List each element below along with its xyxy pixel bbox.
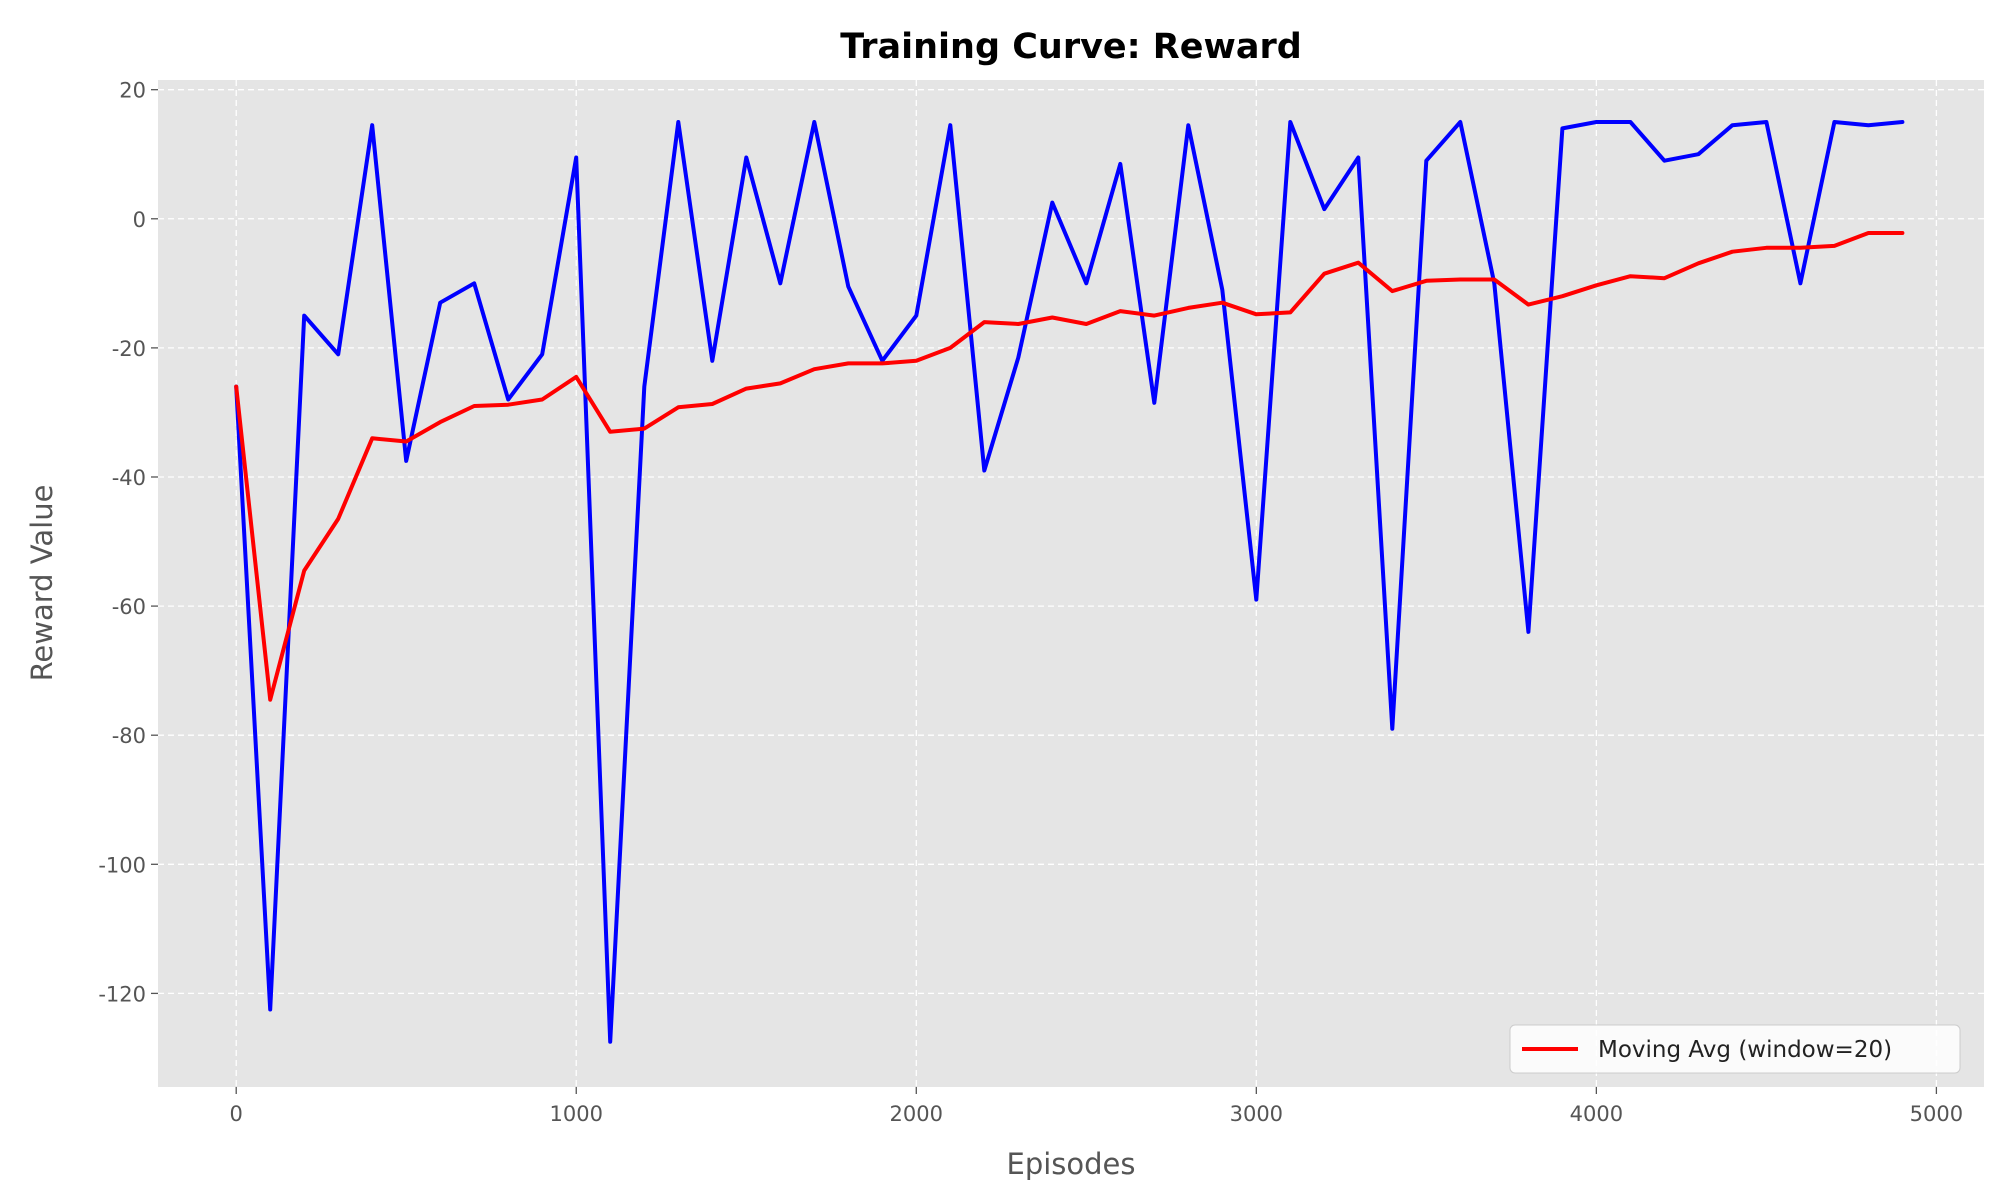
y-tick-label: -40 bbox=[112, 466, 146, 490]
legend: Moving Avg (window=20) bbox=[1509, 1024, 1961, 1074]
y-tick-label: 20 bbox=[119, 79, 146, 103]
y-tick-label: -100 bbox=[98, 853, 146, 877]
x-axis-label: Episodes bbox=[1007, 1147, 1136, 1181]
y-axis-label: Reward Value bbox=[25, 485, 59, 682]
y-tick-label: -120 bbox=[98, 982, 146, 1006]
axis-ticks: 0 1000 2000 3000 4000 5000 -120 -100 -80 -60 -40 -2… bbox=[98, 79, 1963, 1126]
y-tick-label: -20 bbox=[112, 337, 146, 361]
series-layer bbox=[234, 120, 1905, 1044]
x-tick-label: 1000 bbox=[550, 1102, 603, 1126]
x-tick-label: 0 bbox=[230, 1102, 243, 1126]
x-tick-label: 2000 bbox=[890, 1102, 943, 1126]
series-line-reward bbox=[234, 120, 1905, 1044]
y-tick-label: 0 bbox=[133, 208, 146, 232]
x-tick-label: 3000 bbox=[1230, 1102, 1283, 1126]
plot-background bbox=[158, 80, 1984, 1087]
legend-label-moving-avg: Moving Avg (window=20) bbox=[1598, 1037, 1892, 1063]
y-tick-label: -60 bbox=[112, 595, 146, 619]
x-tick-label: 5000 bbox=[1910, 1102, 1963, 1126]
legend-box bbox=[1509, 1024, 1961, 1074]
chart-title: Training Curve: Reward bbox=[840, 27, 1302, 67]
series-line-moving-avg bbox=[234, 231, 1905, 702]
x-tick-label: 4000 bbox=[1570, 1102, 1623, 1126]
y-tick-label: -80 bbox=[112, 724, 146, 748]
